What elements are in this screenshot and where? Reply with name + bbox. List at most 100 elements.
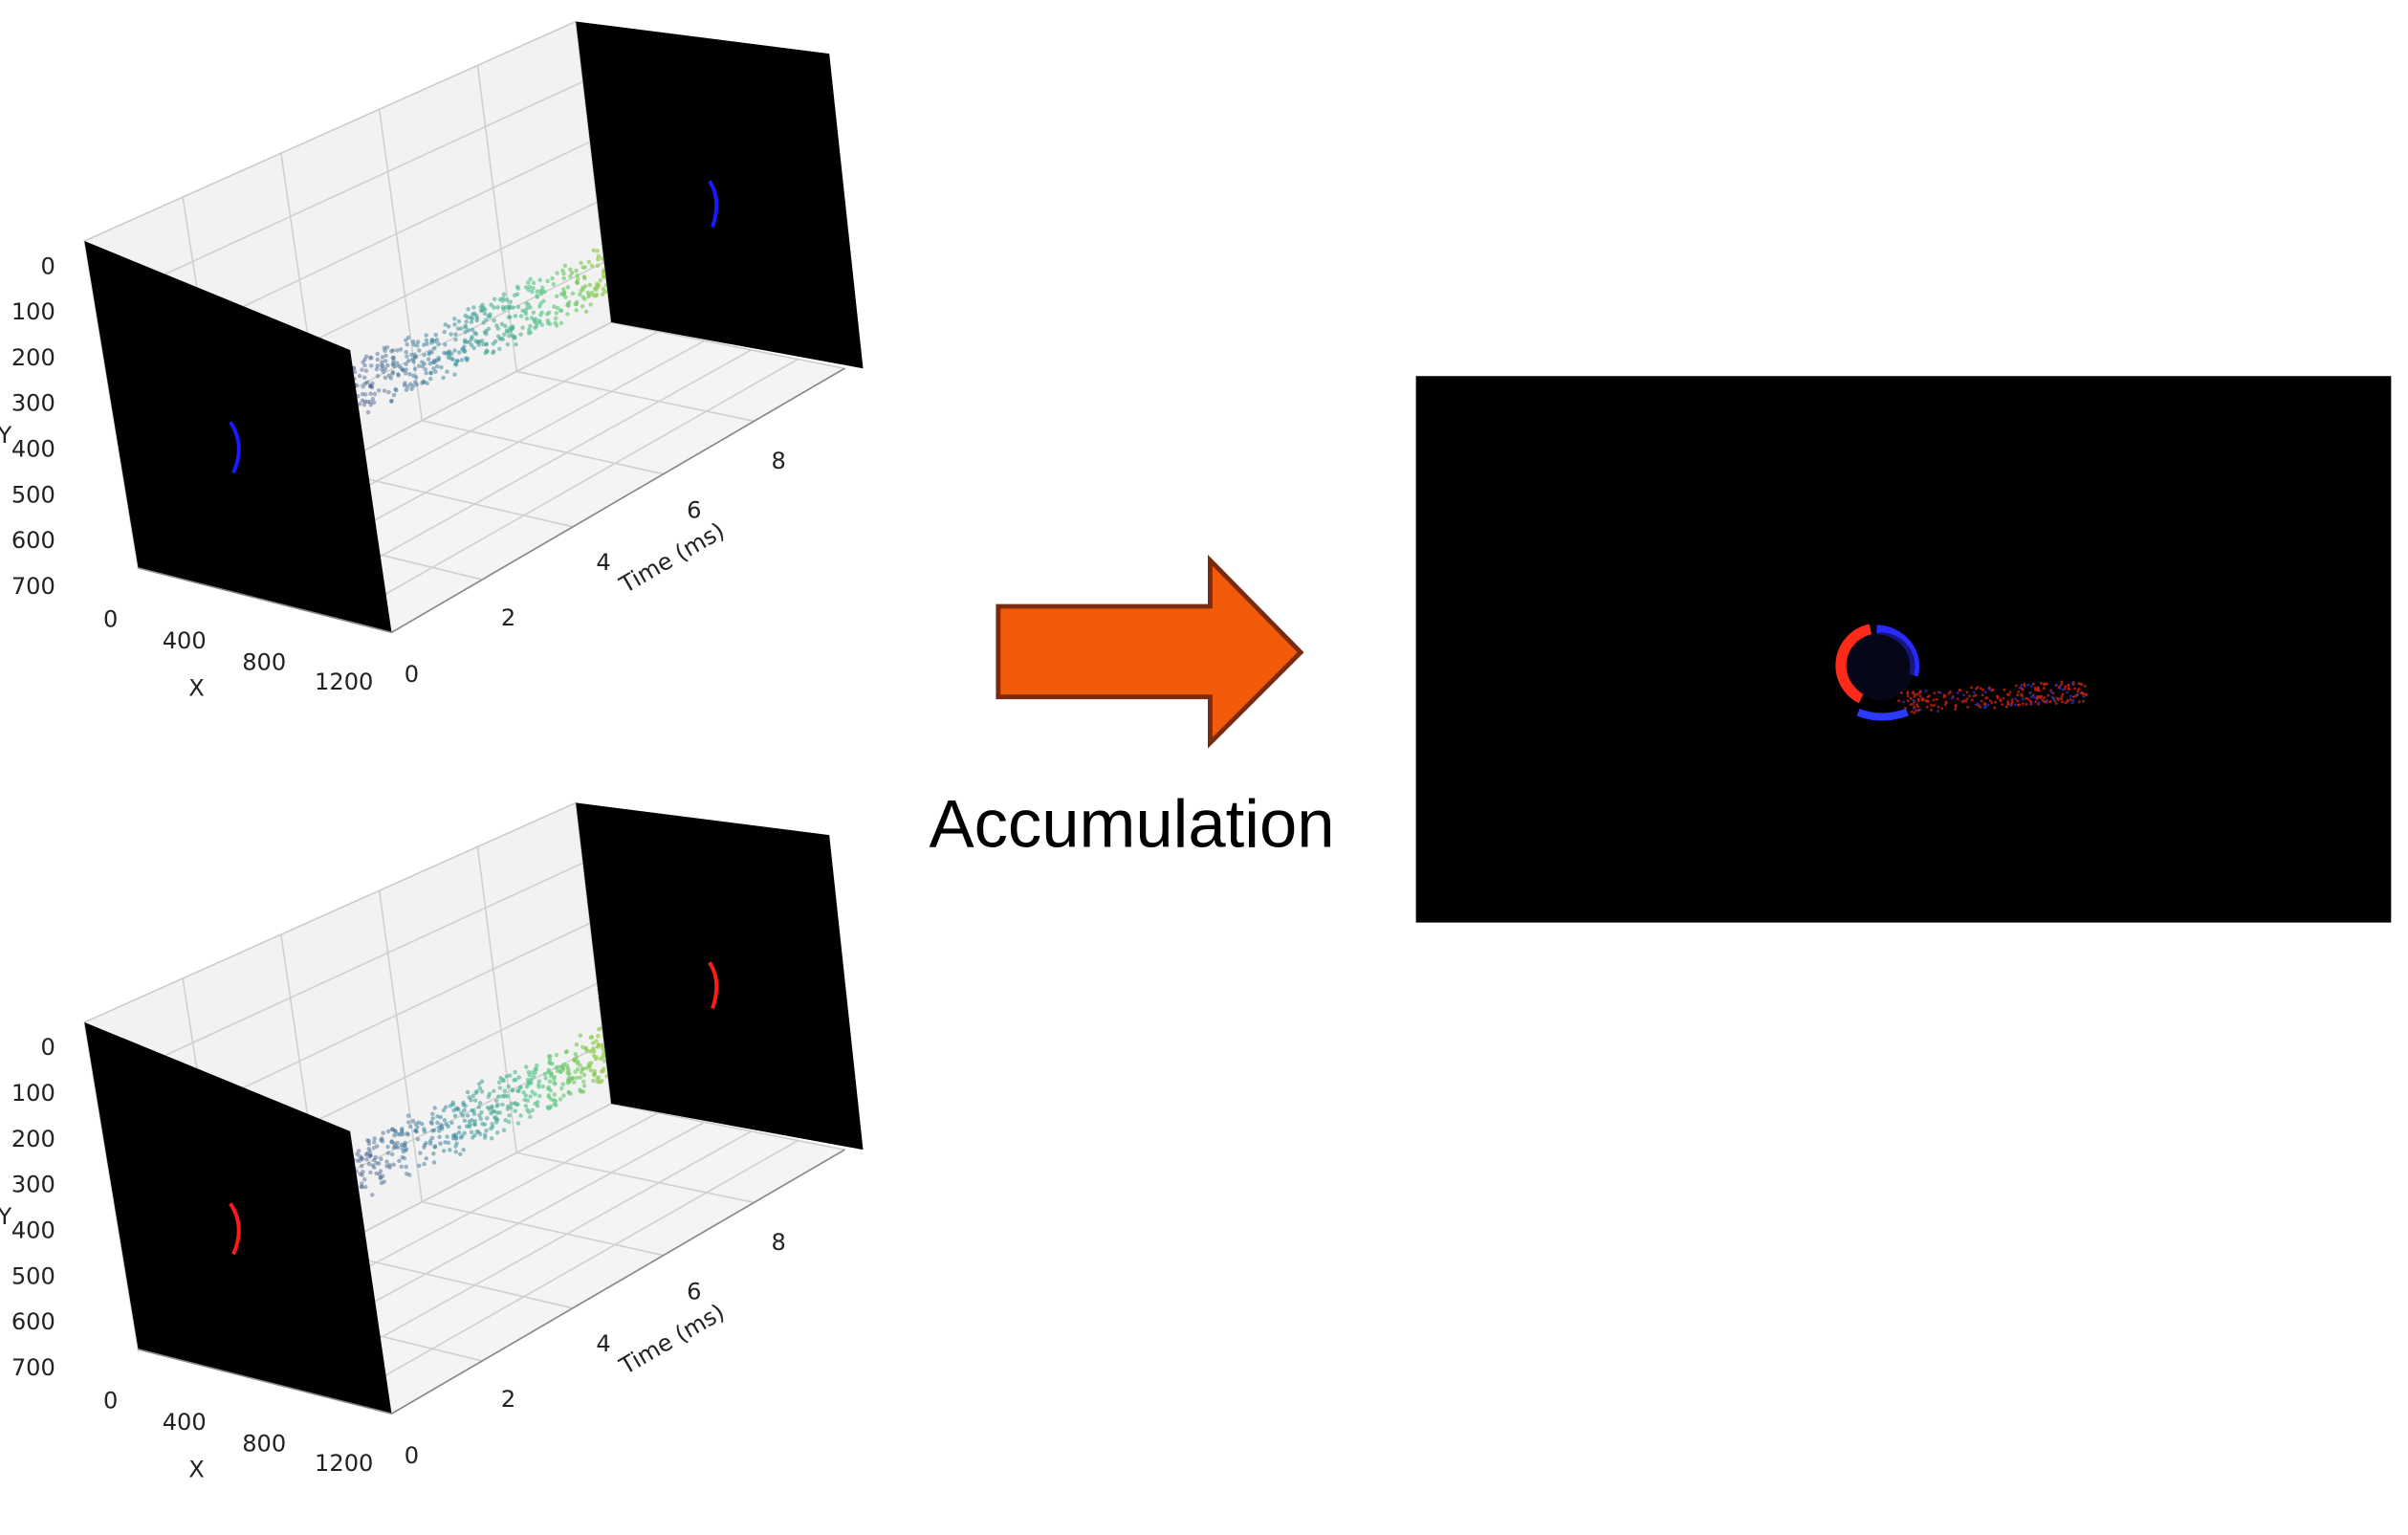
event-dot — [1954, 708, 1958, 711]
event-dot — [460, 346, 466, 352]
event-dot — [554, 294, 559, 298]
event-dot — [424, 370, 428, 376]
event-dot — [443, 1140, 448, 1145]
event-dot — [497, 346, 502, 352]
event-dot — [432, 1106, 437, 1110]
event-dot — [356, 1149, 361, 1153]
event-dot — [504, 297, 510, 302]
event-dot — [1977, 704, 1981, 708]
event-dot — [1956, 697, 1959, 701]
event-dot — [449, 332, 453, 337]
event-dot — [530, 1089, 535, 1094]
event-dot — [582, 275, 587, 281]
event-dot — [369, 384, 375, 390]
event-dot — [367, 1149, 373, 1154]
event-dot — [407, 1124, 413, 1129]
event-dot — [534, 1063, 539, 1068]
event-dot — [1930, 708, 1933, 712]
event-dot — [581, 1084, 587, 1088]
event-dot — [2028, 691, 2032, 694]
event-dot — [485, 1105, 491, 1110]
event-dot — [471, 312, 475, 317]
x-axis-label: X — [188, 1457, 205, 1483]
event-dot — [438, 1141, 443, 1146]
event-dot — [600, 256, 605, 261]
event-dot — [2025, 696, 2028, 700]
event-dot — [472, 1118, 478, 1124]
event-dot — [2064, 701, 2068, 705]
event-dot — [1980, 699, 1983, 703]
event-dot — [575, 273, 580, 278]
event-dot — [379, 366, 384, 372]
event-dot — [531, 280, 536, 286]
event-dot — [495, 334, 501, 339]
event-dot — [2016, 693, 2020, 697]
event-dot — [362, 1184, 368, 1190]
event-dot — [453, 1144, 458, 1149]
event-dot — [497, 1085, 503, 1090]
event-dot — [467, 1095, 471, 1100]
event-dot — [441, 1149, 447, 1153]
event-dot — [584, 1065, 589, 1071]
event-dot — [495, 1102, 500, 1107]
event-dot — [586, 294, 591, 299]
event-dot — [357, 402, 362, 406]
event-dot — [2057, 686, 2061, 690]
event-dot — [482, 1135, 488, 1140]
event-dot — [2061, 700, 2064, 704]
event-dot — [1902, 700, 1906, 704]
event-dot — [366, 1147, 372, 1151]
event-dot — [500, 1094, 506, 1099]
event-dot — [545, 278, 550, 284]
event-dot — [2006, 702, 2010, 706]
event-dot — [1986, 703, 1990, 707]
event-dot — [368, 1170, 373, 1175]
event-dot — [2071, 695, 2075, 699]
y-axis-label: Y — [0, 422, 11, 449]
event-dot — [550, 275, 555, 281]
event-dot — [359, 1155, 364, 1161]
event-dot — [466, 307, 471, 312]
event-dot — [528, 323, 533, 329]
event-dot — [513, 1101, 517, 1107]
event-dot — [368, 1152, 373, 1158]
event-dot — [2021, 697, 2025, 701]
event-dot — [527, 1072, 533, 1078]
event-dot — [432, 1144, 438, 1149]
event-dot — [471, 1093, 475, 1099]
y-tick-label: 500 — [11, 481, 55, 508]
event-dot — [424, 1156, 428, 1161]
event-dot — [545, 320, 551, 326]
event-dot — [391, 358, 396, 363]
event-dot — [373, 1154, 378, 1160]
event-dot — [1965, 697, 1969, 700]
event-dot — [469, 337, 474, 341]
event-dot — [2007, 693, 2011, 697]
event-dot — [368, 402, 373, 407]
event-dot — [1926, 700, 1930, 704]
event-dot — [472, 1098, 478, 1103]
event-dot — [537, 318, 542, 323]
event-dot — [586, 1062, 592, 1066]
event-dot — [497, 1110, 502, 1115]
event-dot — [465, 1089, 471, 1095]
event-dot — [1933, 691, 1937, 695]
event-dot — [552, 1092, 557, 1097]
t-axis-label: Time (ms) — [614, 517, 729, 599]
event-dot — [366, 1138, 372, 1144]
event-dot — [591, 248, 596, 253]
event-dot — [500, 304, 506, 310]
event-dot — [433, 332, 439, 338]
event-dot — [414, 343, 420, 348]
event-dot — [518, 1085, 523, 1090]
event-dot — [381, 1130, 385, 1135]
event-dot — [374, 1144, 380, 1149]
event-dot — [378, 1175, 383, 1180]
event-dot — [439, 1126, 445, 1131]
event-dot — [510, 1087, 514, 1092]
event-dot — [1937, 710, 1939, 713]
event-dot — [572, 1057, 577, 1063]
y-tick-label: 500 — [11, 1262, 55, 1289]
event-dot — [420, 360, 425, 364]
event-dot — [382, 345, 387, 351]
